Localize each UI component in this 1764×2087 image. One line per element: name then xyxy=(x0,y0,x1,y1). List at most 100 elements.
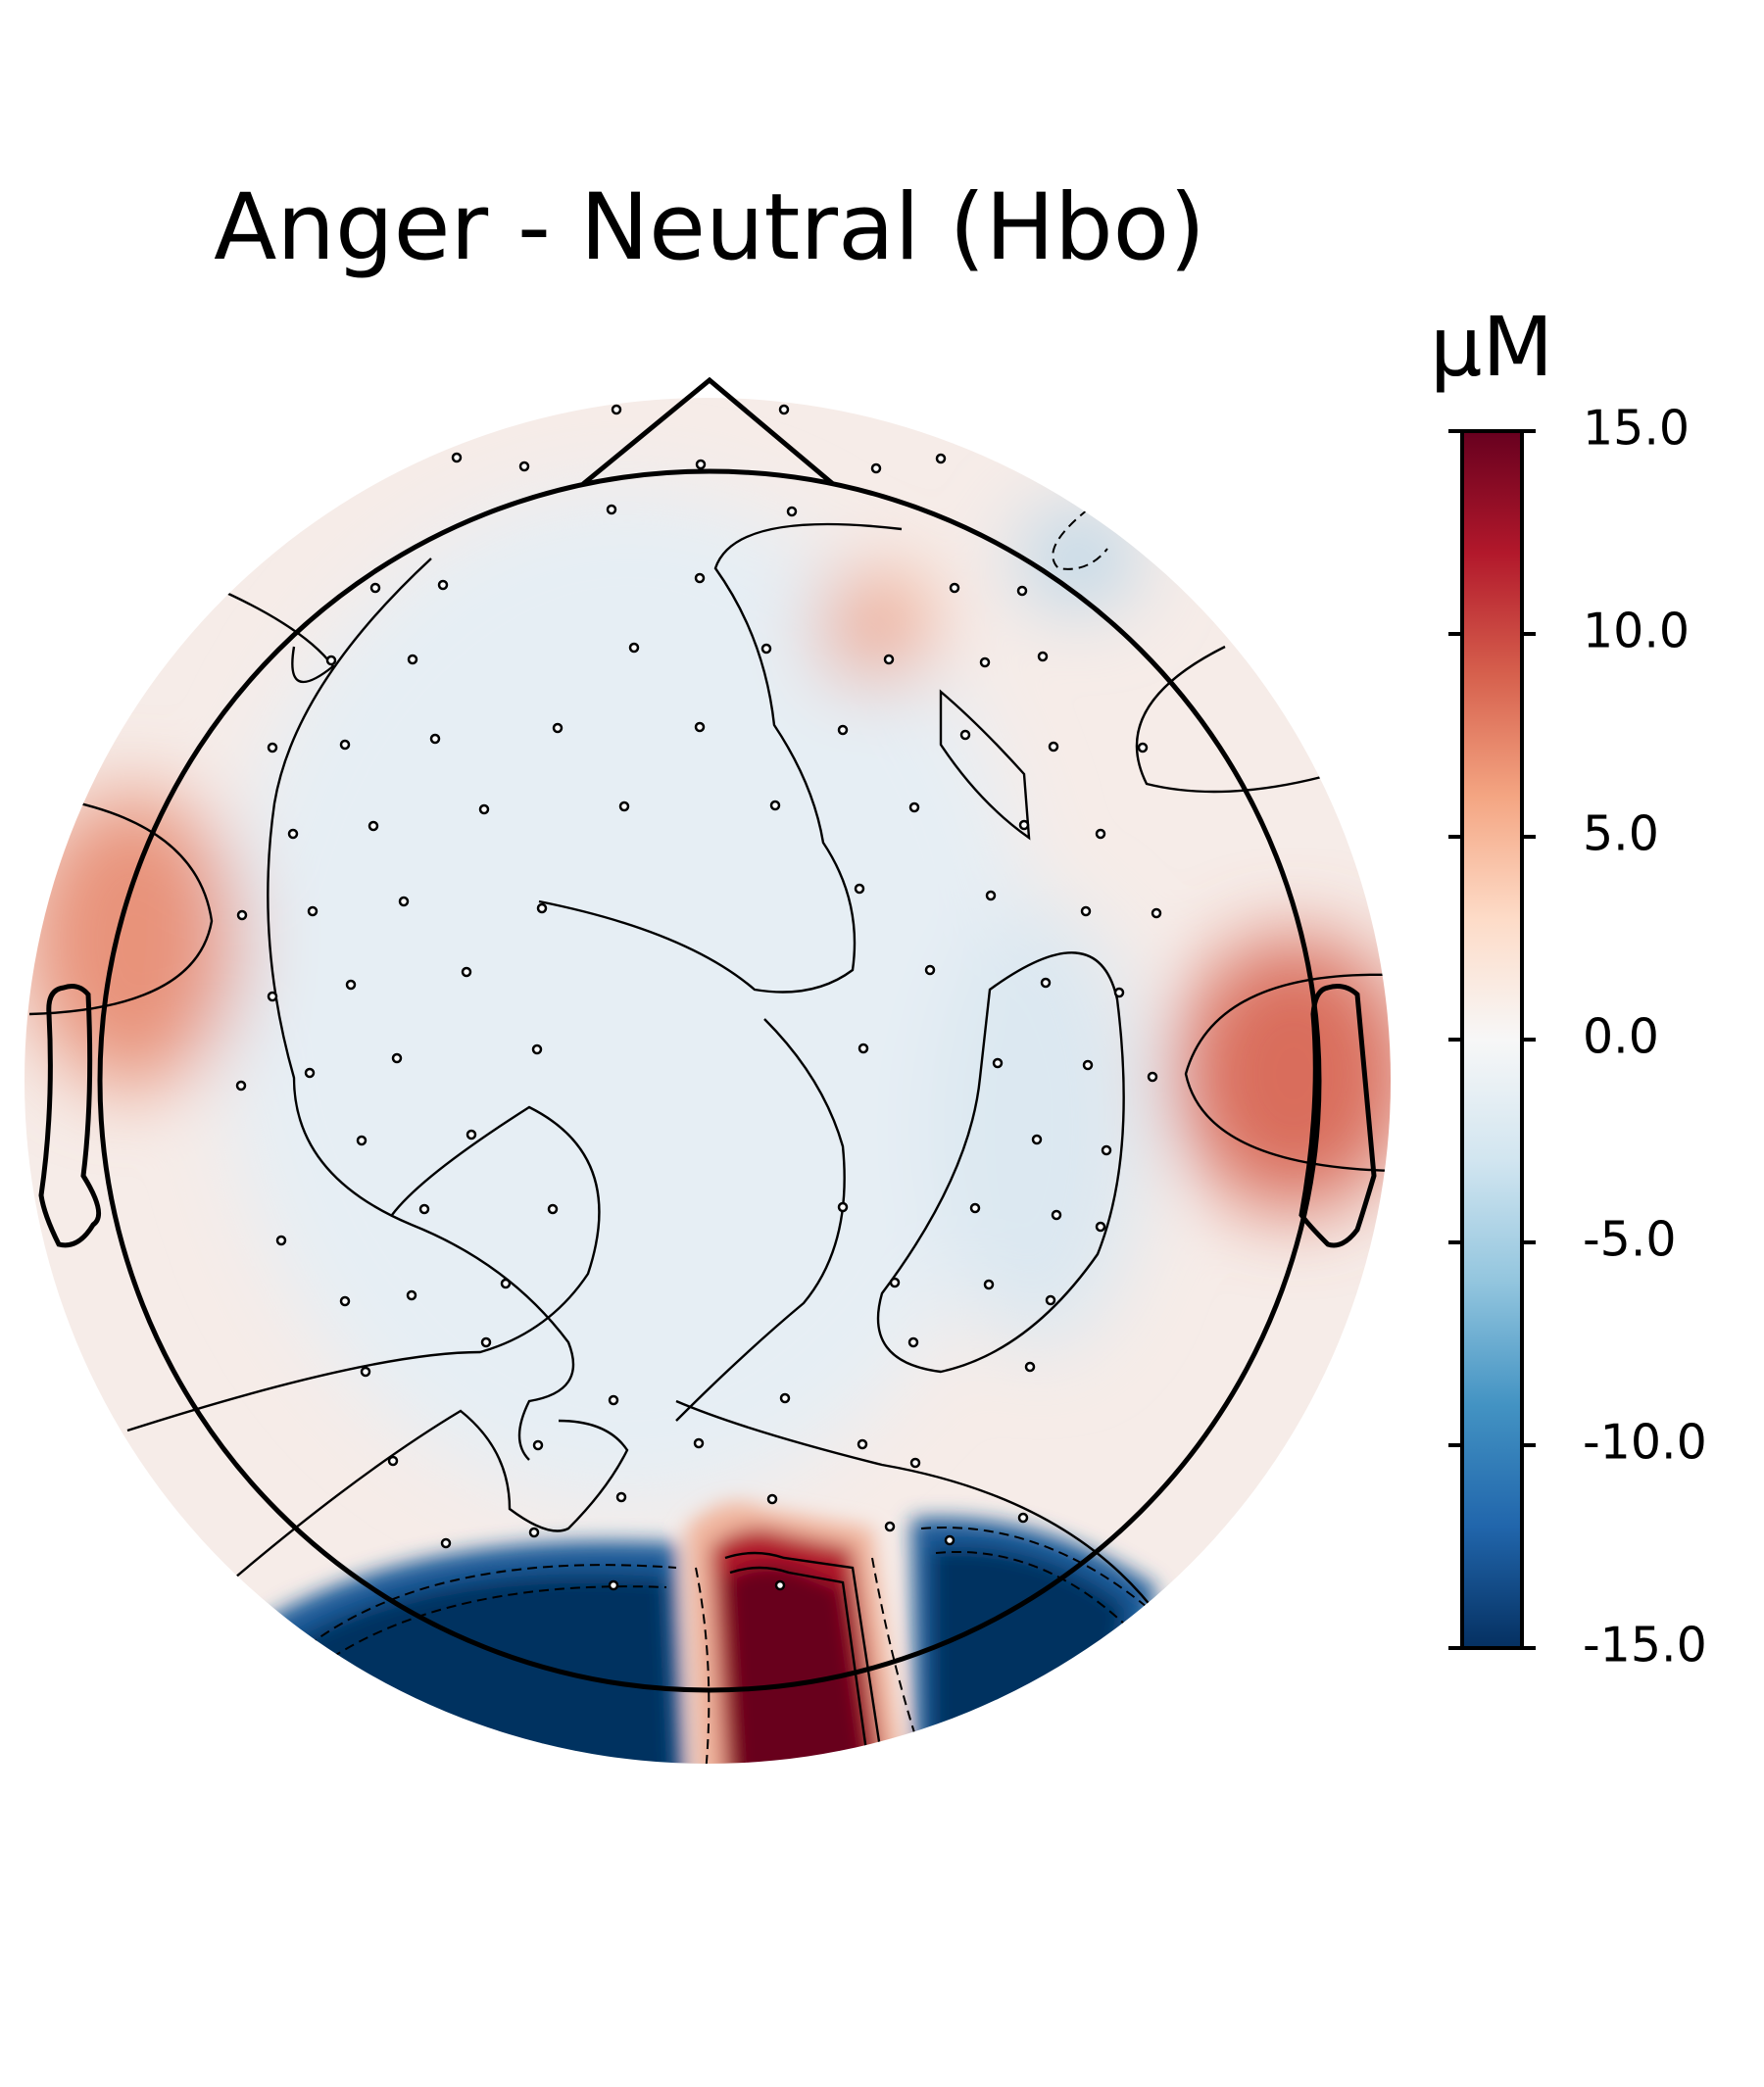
sensor xyxy=(608,1579,619,1591)
sensor xyxy=(924,964,936,976)
sensors xyxy=(235,404,1162,1591)
sensor xyxy=(437,579,449,591)
sensor xyxy=(267,991,278,1002)
head-outline xyxy=(97,468,1322,1693)
sensor xyxy=(837,1201,849,1213)
sensor xyxy=(760,643,772,655)
sensor xyxy=(1137,742,1149,753)
sensor xyxy=(398,896,410,907)
sensor xyxy=(870,462,882,474)
sensor xyxy=(391,1052,403,1064)
sensor xyxy=(779,1392,791,1404)
sensor xyxy=(1017,1512,1029,1524)
sensor xyxy=(969,1202,981,1214)
sensor xyxy=(236,909,248,921)
sensor xyxy=(618,801,630,812)
sensor xyxy=(1101,1144,1112,1156)
sensor xyxy=(500,1278,512,1289)
sensor xyxy=(387,1455,399,1467)
sensor xyxy=(360,1366,371,1378)
sensor xyxy=(528,1527,540,1538)
sensor xyxy=(466,1129,477,1141)
sensor xyxy=(518,461,530,472)
colorbar-tick-label: -15.0 xyxy=(1583,1618,1707,1674)
colorbar-tick-label: 15.0 xyxy=(1583,401,1690,457)
sensor xyxy=(547,1203,559,1215)
sensor xyxy=(979,656,991,668)
sensor xyxy=(406,1289,417,1301)
sensor xyxy=(615,1491,627,1503)
colorbar-tick-label: -10.0 xyxy=(1583,1415,1707,1471)
sensor xyxy=(1040,977,1052,989)
sensor xyxy=(304,1067,316,1079)
sensor xyxy=(307,905,318,917)
topomap xyxy=(24,398,1391,1764)
nose xyxy=(581,376,835,486)
colorbar-tick-label: 5.0 xyxy=(1583,806,1659,862)
sensor xyxy=(1113,987,1125,998)
sensor xyxy=(908,801,920,813)
sensor xyxy=(858,1043,869,1054)
sensor xyxy=(1037,651,1049,662)
colorbar-label: µM xyxy=(1430,299,1553,395)
sensor xyxy=(606,504,617,515)
sensor xyxy=(451,452,463,463)
sensor xyxy=(235,1080,247,1092)
sensor xyxy=(287,828,299,840)
sensor xyxy=(608,1394,619,1406)
sensor xyxy=(339,739,351,751)
sensor xyxy=(480,1336,492,1348)
sensor xyxy=(552,722,564,734)
sensor xyxy=(440,1537,452,1549)
sensor xyxy=(461,966,472,978)
sensor xyxy=(778,404,790,415)
sensor xyxy=(1082,1059,1094,1071)
sensor xyxy=(536,902,548,914)
sensor xyxy=(478,803,490,815)
sensor xyxy=(857,1438,868,1450)
sensor xyxy=(1018,819,1030,831)
sensor xyxy=(1080,905,1092,917)
sensor xyxy=(694,721,706,733)
sensor xyxy=(907,1336,919,1348)
sensor xyxy=(883,654,895,665)
sensor xyxy=(769,800,781,811)
sensor xyxy=(1095,828,1106,840)
sensor xyxy=(407,654,418,665)
sensor xyxy=(1045,1294,1056,1306)
sensor xyxy=(854,883,865,895)
sensor xyxy=(786,506,798,517)
sensor xyxy=(267,742,278,753)
colorbar xyxy=(1460,429,1524,1650)
sensor xyxy=(889,1277,901,1288)
sensor xyxy=(1151,907,1162,919)
sensor xyxy=(1031,1134,1043,1145)
sensor xyxy=(369,582,381,594)
colorbar-tick-label: 0.0 xyxy=(1583,1009,1659,1065)
sensor xyxy=(695,459,707,470)
sensor xyxy=(325,655,337,666)
sensor xyxy=(429,733,441,745)
sensor xyxy=(1048,741,1059,752)
colorbar-tick-label: 10.0 xyxy=(1583,604,1690,659)
sensor xyxy=(766,1493,778,1505)
sensor xyxy=(944,1534,956,1546)
sensor xyxy=(985,890,997,901)
sensor xyxy=(368,820,379,832)
colorbar-tick-label: -5.0 xyxy=(1583,1212,1677,1268)
sensor xyxy=(983,1279,995,1290)
sensor xyxy=(1095,1221,1106,1233)
sensor xyxy=(909,1457,921,1469)
sensor xyxy=(935,453,947,464)
sensor xyxy=(693,1437,705,1449)
sensor xyxy=(959,729,971,741)
chart-title: Anger - Neutral (Hbo) xyxy=(214,174,1205,281)
sensor xyxy=(1024,1361,1036,1373)
sensor xyxy=(611,404,622,415)
sensor xyxy=(628,642,640,654)
sensor xyxy=(531,1044,543,1055)
sensor xyxy=(1051,1209,1062,1221)
sensor xyxy=(774,1579,786,1591)
sensor xyxy=(418,1203,430,1215)
